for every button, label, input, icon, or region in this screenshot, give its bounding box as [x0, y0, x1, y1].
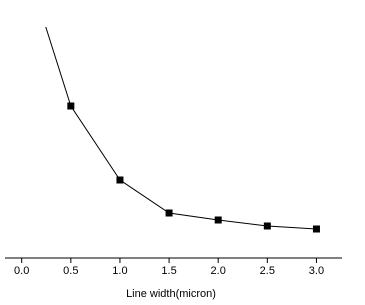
line [45, 27, 317, 230]
marker [116, 176, 124, 184]
x-tick-label: 3.0 [309, 265, 324, 277]
marker [165, 209, 173, 217]
x-tick-label: 2.0 [211, 265, 226, 277]
x-axis-label: Line width(micron) [126, 288, 216, 300]
marker [214, 216, 222, 224]
marker [67, 102, 75, 110]
marker [263, 222, 271, 230]
x-tick-label: 0.0 [14, 265, 29, 277]
x-tick-label: 0.5 [63, 265, 78, 277]
x-tick-label: 1.5 [161, 265, 176, 277]
x-tick-label: 1.0 [112, 265, 127, 277]
plot-area [45, 27, 320, 233]
x-tick-label: 2.5 [260, 265, 275, 277]
marker [312, 225, 320, 233]
